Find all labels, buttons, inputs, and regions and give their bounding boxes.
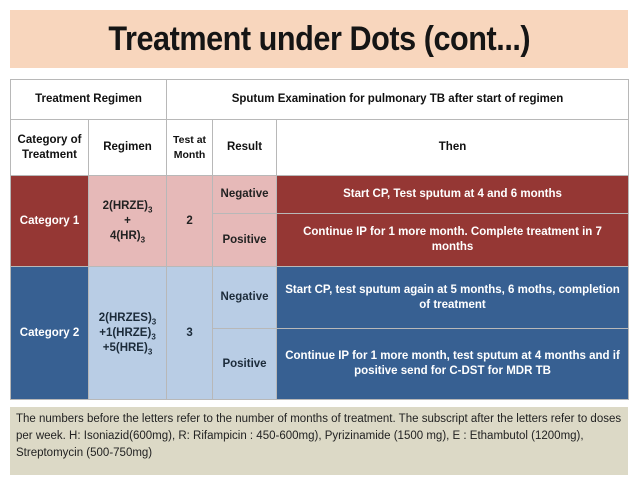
regimen-line: 4(HR)3	[109, 229, 146, 244]
header-category: Category of Treatment	[10, 119, 89, 176]
then-cell: Continue IP for 1 more month. Complete t…	[276, 213, 630, 267]
result-cell: Positive	[212, 328, 278, 400]
then-cell: Start CP, test sputum again at 5 months,…	[276, 266, 630, 329]
header-result: Result	[212, 119, 278, 176]
treatment-table: Treatment Regimen Sputum Examination for…	[9, 79, 630, 400]
category-cell: Category 1	[10, 175, 89, 267]
slide-title: Treatment under Dots (cont...)	[108, 19, 530, 58]
result-cell: Positive	[212, 213, 278, 267]
footnote: The numbers before the letters refer to …	[10, 407, 628, 475]
regimen-cell: 2(HRZE)3 + 4(HR)3	[87, 175, 168, 267]
header-regimen: Regimen	[87, 119, 168, 176]
regimen-line: +5(HRE)3	[102, 341, 153, 356]
category-cell: Category 2	[10, 266, 89, 400]
result-cell: Negative	[212, 266, 278, 329]
then-cell: Start CP, Test sputum at 4 and 6 months	[276, 175, 630, 214]
regimen-line: 2(HRZE)3	[102, 199, 153, 214]
title-banner: Treatment under Dots (cont...)	[10, 10, 628, 68]
header-test-month: Test at Month	[166, 119, 214, 176]
table-row: Positive Continue IP for 1 more month, t…	[11, 328, 630, 400]
table-row: Category 2 2(HRZES)3 +1(HRZE)3 +5(HRE)3 …	[10, 266, 630, 400]
regimen-line: +	[124, 214, 131, 227]
table-row: Category 1 2(HRZE)3 + 4(HR)3 2 Negative …	[10, 175, 630, 267]
test-month-cell: 3	[166, 266, 214, 400]
table-row: Positive Continue IP for 1 more month. C…	[11, 213, 630, 267]
regimen-line: +1(HRZE)3	[99, 326, 156, 341]
header-sputum-exam: Sputum Examination for pulmonary TB afte…	[166, 79, 630, 120]
then-cell: Continue IP for 1 more month, test sputu…	[276, 328, 630, 400]
result-cell: Negative	[212, 175, 278, 214]
regimen-line: 2(HRZES)3	[98, 311, 157, 326]
table-header-row-2: Category of Treatment Regimen Test at Mo…	[10, 119, 630, 176]
header-then: Then	[276, 119, 630, 176]
table-header-row-1: Treatment Regimen Sputum Examination for…	[9, 79, 630, 120]
regimen-cell: 2(HRZES)3 +1(HRZE)3 +5(HRE)3	[87, 266, 168, 400]
test-month-cell: 2	[166, 175, 214, 267]
header-treatment-regimen: Treatment Regimen	[9, 79, 168, 120]
